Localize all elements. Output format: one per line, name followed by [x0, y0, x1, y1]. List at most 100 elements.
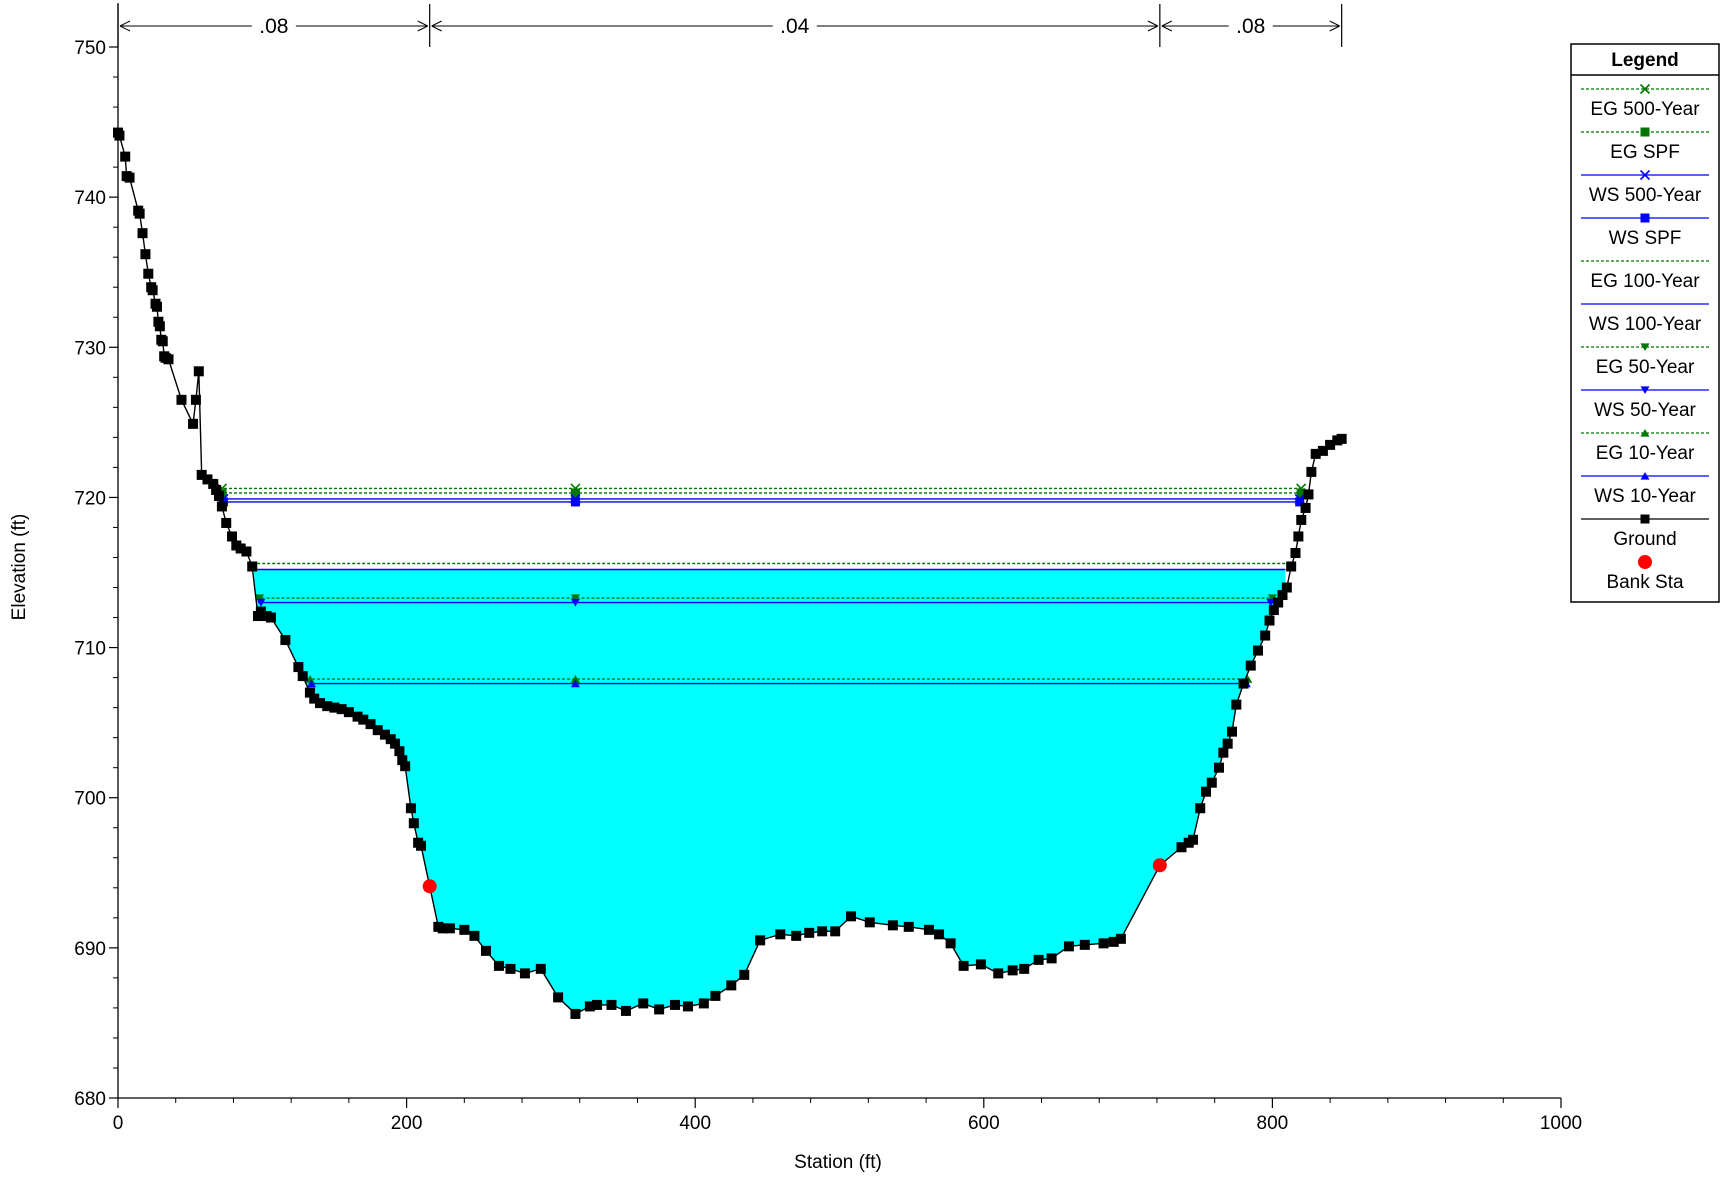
y-tick-label-5: 730 — [74, 338, 106, 359]
ground-point-121 — [1206, 777, 1217, 788]
ground-point-120 — [1201, 786, 1212, 797]
ground-point-35 — [241, 546, 252, 557]
ground-point-127 — [1238, 678, 1249, 689]
ground-point-87 — [710, 990, 721, 1001]
ground-point-134 — [1277, 590, 1288, 601]
ground-point-138 — [1293, 531, 1304, 542]
n-value-label-2: .08 — [1236, 15, 1265, 38]
ground-point-130 — [1260, 630, 1271, 641]
ground-point-15 — [154, 321, 165, 332]
ground-point-119 — [1195, 803, 1206, 814]
ground-point-88 — [726, 980, 737, 991]
ground-point-92 — [791, 930, 802, 941]
legend-marker-8 — [1640, 428, 1650, 437]
y-tick-label-1: 690 — [74, 939, 106, 960]
ground-point-147 — [1336, 433, 1347, 444]
x-tick-label-3: 600 — [968, 1113, 1000, 1134]
ground-point-42 — [293, 662, 304, 673]
ground-point-44 — [304, 687, 315, 698]
ground-point-8 — [140, 249, 151, 260]
ground-point-137 — [1290, 547, 1301, 558]
ground-point-72 — [493, 960, 504, 971]
ground-point-122 — [1214, 762, 1225, 773]
ground-point-29 — [214, 490, 225, 501]
y-tick-label-7: 750 — [74, 38, 106, 59]
ground-point-142 — [1306, 466, 1317, 477]
ground-point-22 — [188, 418, 199, 429]
legend-box — [1570, 43, 1720, 603]
ticks-layer: 0 200 400 600 800 1000 680 690 700 710 720 730 740 75… — [74, 38, 1582, 1134]
ground-point-143 — [1310, 448, 1321, 459]
ground-point-57 — [390, 738, 401, 749]
y-tick-label-4: 720 — [74, 488, 106, 509]
y-tick-label-3: 710 — [74, 639, 106, 660]
mannings-n-layer: .08 .04 .08 — [117, 4, 1343, 47]
ground-point-40 — [265, 612, 276, 623]
ground-point-51 — [352, 711, 363, 722]
ground-point-105 — [993, 968, 1004, 979]
n-value-label-0: .08 — [259, 15, 288, 38]
ground-point-107 — [1019, 963, 1030, 974]
series-marker-mid-6 — [570, 594, 580, 603]
ground-point-70 — [469, 930, 480, 941]
ground-point-104 — [975, 959, 986, 970]
y-tick-label-2: 700 — [74, 789, 106, 810]
ground-point-124 — [1222, 738, 1233, 749]
legend-label-3: WS SPF — [1609, 228, 1682, 249]
y-tick-label-6: 740 — [74, 188, 106, 209]
x-tick-label-1: 200 — [391, 1113, 423, 1134]
ground-point-79 — [592, 999, 603, 1010]
ground-point-140 — [1300, 502, 1311, 513]
ground-point-109 — [1046, 953, 1057, 964]
water-surface-lines — [216, 483, 1307, 688]
ground-point-126 — [1231, 699, 1242, 710]
legend-label-8: EG 10-Year — [1596, 443, 1695, 464]
n-arrowhead-left-2 — [1161, 20, 1173, 32]
ground-point-100 — [923, 924, 934, 935]
ground-point-68 — [444, 923, 455, 934]
ground-point-113 — [1108, 936, 1119, 947]
ground-point-84 — [669, 999, 680, 1010]
ground-point-26 — [202, 474, 213, 485]
ground-profile-layer — [113, 127, 1347, 1019]
x-tick-label-4: 800 — [1257, 1113, 1289, 1134]
ground-point-112 — [1098, 938, 1109, 949]
ground-point-67 — [437, 923, 448, 934]
bank-station-point-1 — [1152, 858, 1167, 873]
legend-title: Legend — [1611, 50, 1679, 71]
ground-point-45 — [309, 693, 320, 704]
ground-point-17 — [157, 336, 168, 347]
series-marker-mid-1 — [570, 488, 580, 498]
ground-point-129 — [1252, 645, 1263, 656]
ground-point-6 — [134, 208, 145, 219]
legend-label-5: WS 100-Year — [1589, 314, 1702, 335]
x-tick-label-2: 400 — [679, 1113, 711, 1134]
ground-point-28 — [211, 484, 222, 495]
ground-point-52 — [358, 714, 369, 725]
series-marker-mid-7 — [570, 598, 580, 607]
ground-point-90 — [755, 935, 766, 946]
ground-point-91 — [775, 929, 786, 940]
x-axis-label: Station (ft) — [794, 1152, 882, 1173]
ground-point-131 — [1264, 615, 1275, 626]
ground-point-34 — [235, 543, 246, 554]
legend-marker-11 — [1638, 555, 1652, 569]
legend-label-11: Bank Sta — [1606, 572, 1684, 593]
legend-marker-6 — [1640, 343, 1650, 352]
ground-point-85 — [682, 1001, 693, 1012]
ground-point-30 — [216, 501, 227, 512]
legend-marker-9 — [1640, 471, 1650, 480]
water-fill-layer — [253, 569, 1286, 1014]
ground-point-89 — [739, 969, 750, 980]
ground-point-20 — [163, 354, 174, 365]
ground-point-69 — [459, 924, 470, 935]
bank-station-point-0 — [422, 879, 437, 894]
ground-point-96 — [846, 911, 857, 922]
legend-marker-10 — [1640, 514, 1650, 524]
ground-point-4 — [124, 172, 135, 183]
ground-point-82 — [638, 998, 649, 1009]
ground-point-114 — [1115, 933, 1126, 944]
ground-point-46 — [315, 698, 326, 709]
